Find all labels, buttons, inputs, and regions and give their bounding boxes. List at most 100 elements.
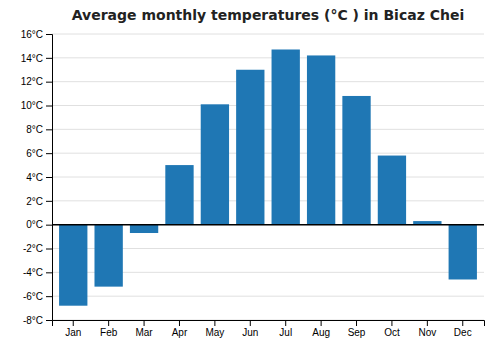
tick: Jun [242,320,258,338]
tick-mark [285,320,286,326]
tick-label: 6°C [26,148,43,159]
bar [342,96,370,225]
tick-label: Sep [348,327,366,338]
tick-label: Dec [454,327,472,338]
tick: -6°C [23,291,52,302]
bar [236,70,264,225]
x-axis: Jan Feb Mar Apr May Jun Jul Aug Sep Oct Nov Dec [53,320,485,338]
grid-line [52,296,484,297]
tick: Apr [172,320,188,338]
tick-label: 8°C [26,124,43,135]
tick-mark [46,82,52,83]
tick-mark [46,320,52,321]
grid-line [52,200,484,201]
tick-label: Mar [135,327,153,338]
tick-label: Oct [384,327,400,338]
tick-label: Jun [242,327,258,338]
tick-mark [46,153,52,154]
tick-label: Jul [279,327,292,338]
tick-mark [391,320,392,326]
grid-line [52,177,484,178]
tick-mark [144,320,145,326]
tick-label: Jan [65,327,81,338]
tick: Jan [65,320,81,338]
tick-label: 16°C [21,29,43,40]
tick-mark [250,320,251,326]
chart: -8°C -6°C -4°C -2°C 0°C 2°C 4°C 6°C 8°C 10°C 12°C 1… [0,0,500,350]
tick: 2°C [26,196,52,207]
bar [130,225,158,233]
tick-label: Aug [312,327,330,338]
tick-mark [46,129,52,130]
tick-mark [321,320,322,326]
tick-mark [462,320,463,326]
tick-mark [46,296,52,297]
tick: Nov [418,320,436,338]
tick: 0°C [26,219,52,230]
bar [272,49,300,224]
bars [59,49,477,305]
bar [59,225,87,306]
bar [201,104,229,224]
grid-line [52,57,484,58]
grid-line [52,129,484,130]
tick-mark [356,320,357,326]
tick-mark [46,177,52,178]
tick-label: 2°C [26,196,43,207]
tick-label: -4°C [23,267,43,278]
tick: Oct [384,320,400,338]
tick: 6°C [26,148,52,159]
tick-mark [73,320,74,326]
bar [94,225,122,287]
bar [378,156,406,225]
tick-label: May [205,327,224,338]
tick: 10°C [21,100,52,111]
title: Average monthly temperatures (°C ) in Bi… [72,7,464,23]
tick-mark [46,106,52,107]
plot: -8°C -6°C -4°C -2°C 0°C 2°C 4°C 6°C 8°C 10°C 12°C 1… [21,29,485,338]
tick-mark [46,225,52,226]
tick-label: 0°C [26,219,43,230]
tick: Mar [135,320,153,338]
tick-label: 12°C [21,76,43,87]
tick: Aug [312,320,330,338]
tick-mark [108,320,109,326]
tick-label: -2°C [23,243,43,254]
tick-label: 14°C [21,53,43,64]
tick: 16°C [21,29,52,40]
tick: Sep [348,320,366,338]
tick: -4°C [23,267,52,278]
tick: May [205,320,224,338]
grid-line [52,34,484,35]
grid-line [52,105,484,106]
grid-line [52,224,484,225]
y-axis: -8°C -6°C -4°C -2°C 0°C 2°C 4°C 6°C 8°C 10°C 12°C 1… [21,29,53,326]
tick-mark [46,201,52,202]
grid [52,34,484,320]
tick: 4°C [26,172,52,183]
tick: 8°C [26,124,52,135]
tick: Dec [454,320,472,338]
tick-mark [214,320,215,326]
grid-line [52,153,484,154]
tick-mark [46,272,52,273]
axis-line [53,321,485,327]
tick: 12°C [21,76,52,87]
zero-line [52,224,484,226]
tick-mark [427,320,428,326]
tick-label: Nov [418,327,436,338]
tick-label: -6°C [23,291,43,302]
tick-label: Apr [172,327,188,338]
tick-mark [46,249,52,250]
axis-line [46,35,53,321]
tick: -2°C [23,243,52,254]
tick-mark [46,58,52,59]
tick-label: -8°C [23,315,43,326]
tick-mark [46,34,52,35]
bar [307,55,335,224]
grid-line [52,81,484,82]
bar [165,165,193,225]
tick-label: 10°C [21,100,43,111]
tick-label: 4°C [26,172,43,183]
tick-label: Feb [100,327,118,338]
